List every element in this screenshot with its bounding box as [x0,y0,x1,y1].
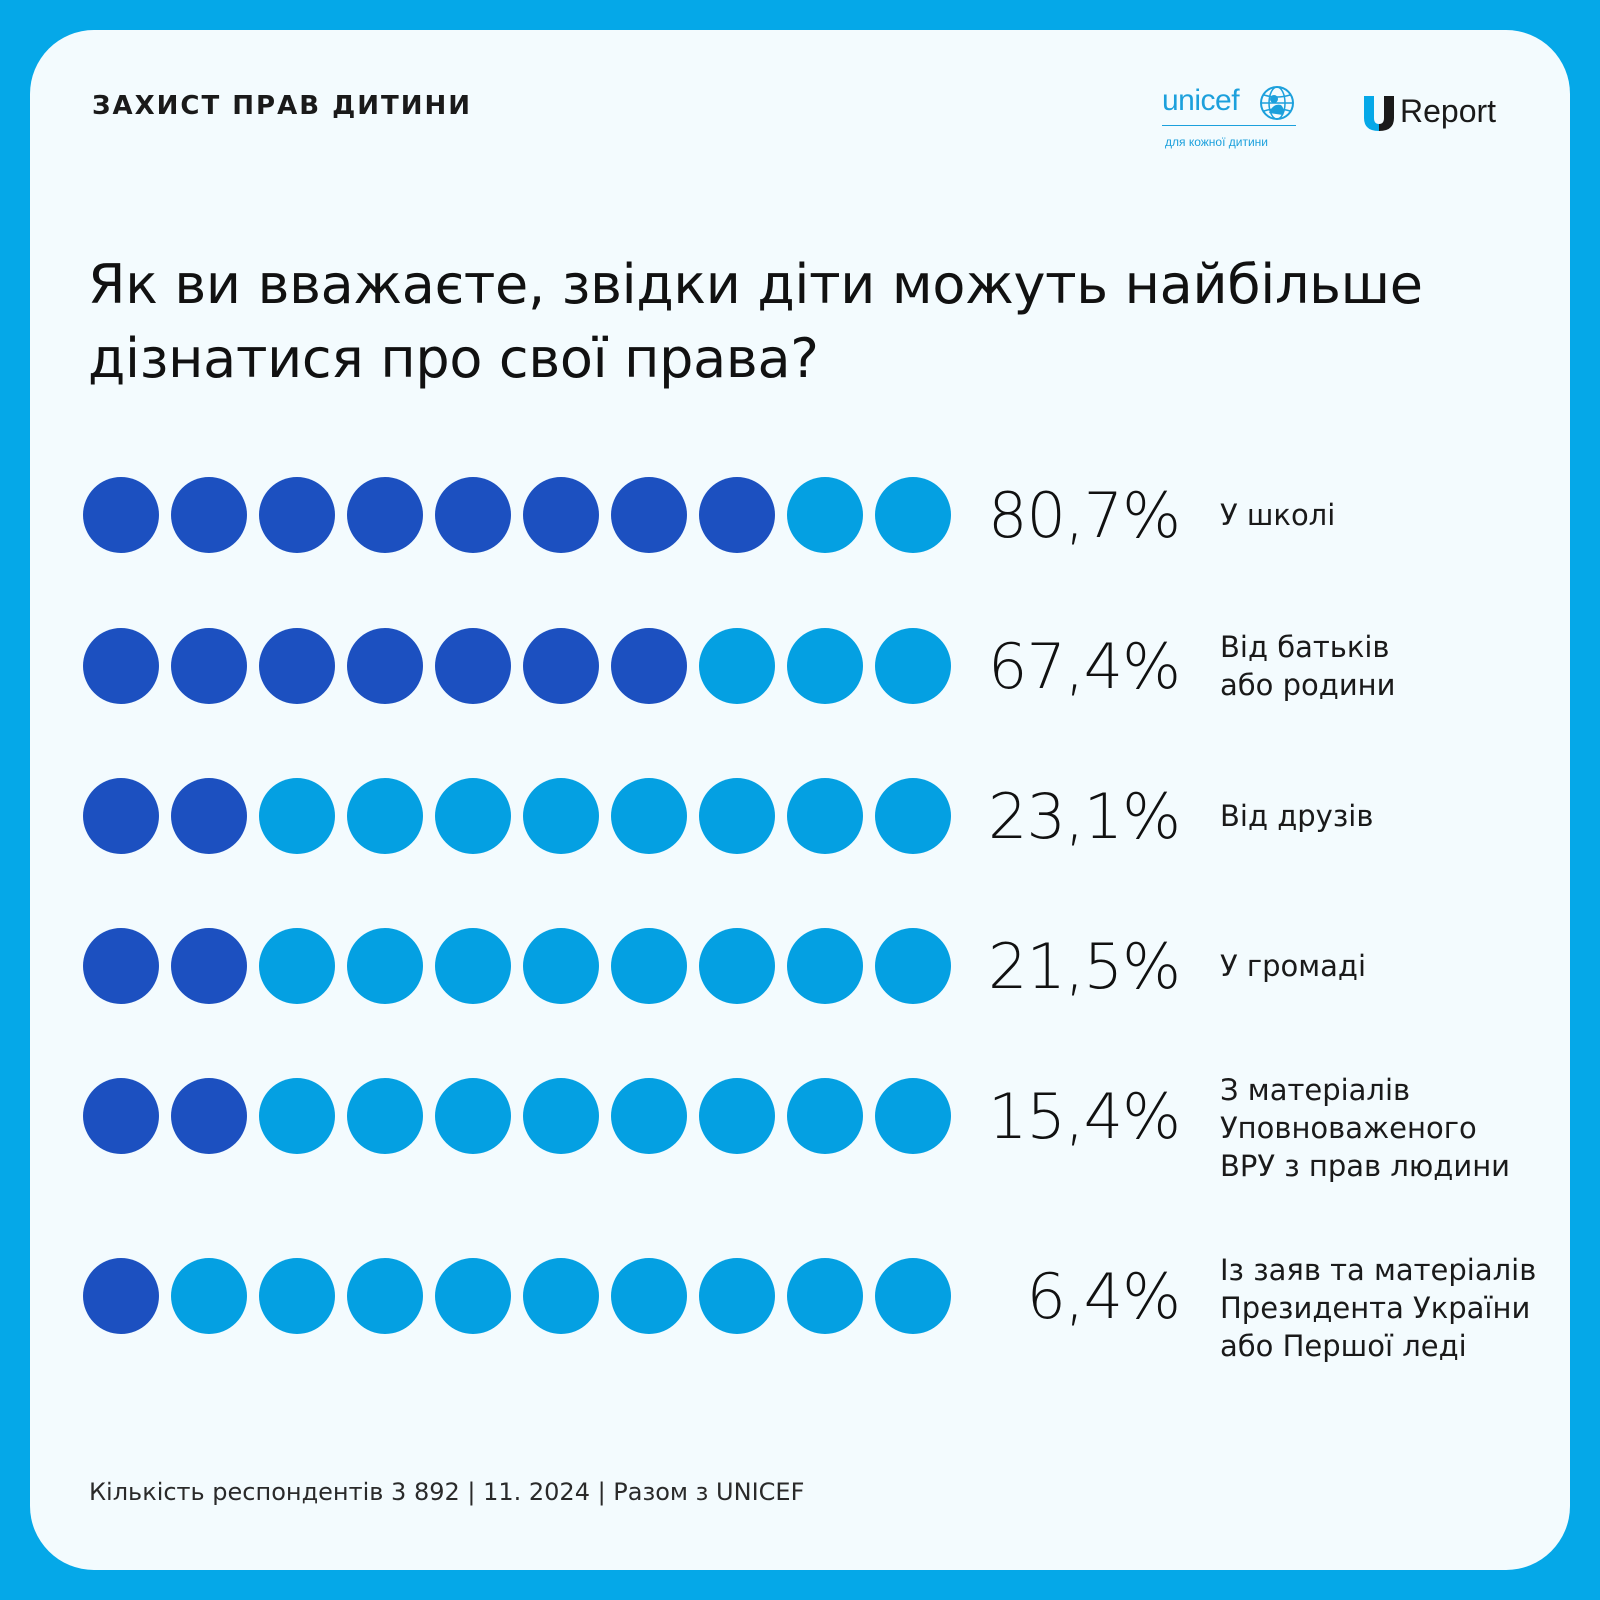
value-label: 6,4% [1026,1260,1180,1333]
dot-filled [171,1078,247,1154]
dot-empty [787,778,863,854]
title-line-1: Як ви вважаєте, звідки діти можуть найбі… [88,253,1423,316]
dot-empty [699,628,775,704]
dot-empty [787,1078,863,1154]
dot-empty [347,928,423,1004]
dot-filled [523,628,599,704]
category-label-line: Від батьків [1220,630,1390,664]
unicef-divider [1162,125,1296,126]
dot-filled [83,928,159,1004]
unicef-logo: unicef для кожної дитини [1162,84,1302,154]
dot-filled [347,628,423,704]
dot-empty [875,477,951,553]
category-label-line: Уповноваженого [1220,1111,1477,1145]
dot-empty [611,1258,687,1334]
dot-empty [523,1258,599,1334]
dot-empty [347,1078,423,1154]
dot-empty [171,1258,247,1334]
dot-empty [259,1258,335,1334]
question-title: Як ви вважаєте, звідки діти можуть найбі… [88,248,1508,396]
dot-empty [699,928,775,1004]
dot-empty [787,477,863,553]
dot-empty [435,1258,511,1334]
dot-empty [611,928,687,1004]
dot-empty [699,1258,775,1334]
ureport-wordmark: Report [1400,93,1497,129]
chart-row: 21,5% У громаді [83,928,1366,1004]
category-label: ЗАХИСТ ПРАВ ДИТИНИ [92,91,473,121]
unicef-emblem-icon [1260,86,1294,120]
dot-empty [787,628,863,704]
value-label: 15,4% [988,1080,1180,1153]
dot-empty [435,1078,511,1154]
unicef-wordmark: unicef [1162,84,1240,117]
dot-empty [875,778,951,854]
dot-filled [259,628,335,704]
category-label-line: або Першої леді [1220,1329,1467,1363]
dot-filled [83,628,159,704]
category-label-line: У школі [1220,498,1335,532]
dot-empty [787,928,863,1004]
dot-empty [699,778,775,854]
category-label-line: У громаді [1220,949,1366,983]
value-label: 21,5% [988,930,1180,1003]
dot-empty [523,1078,599,1154]
dot-filled [171,628,247,704]
value-label: 23,1% [988,780,1180,853]
dot-filled [347,477,423,553]
dot-empty [875,1258,951,1334]
chart-row: 80,7% У школі [83,477,1335,553]
dot-filled [259,477,335,553]
dot-filled [171,778,247,854]
category-label-line: Від друзів [1220,799,1373,833]
dot-empty [435,778,511,854]
category-label-line: або родини [1220,668,1395,702]
dot-empty [435,928,511,1004]
footer-note: Кількість респондентів 3 892 | 11. 2024 … [89,1478,805,1506]
dot-filled [611,628,687,704]
dot-empty [611,778,687,854]
chart-row: 6,4% Із заяв та матеріалів Президента Укра… [83,1253,1536,1363]
dot-filled [83,477,159,553]
dot-empty [259,778,335,854]
dot-filled [83,778,159,854]
dot-filled [83,1078,159,1154]
dot-filled [523,477,599,553]
dot-empty [347,1258,423,1334]
dot-filled [435,628,511,704]
ureport-u-icon [1364,96,1394,131]
dot-empty [875,628,951,704]
dot-empty [611,1078,687,1154]
chart-row: 67,4% Від батьків або родини [83,628,1395,704]
unicef-tagline: для кожної дитини [1165,135,1268,149]
dot-empty [523,778,599,854]
chart-row: 23,1% Від друзів [83,778,1373,854]
chart-row: 15,4% З матеріалів Уповноваженого ВРУ з пра… [83,1073,1510,1183]
dot-empty [875,928,951,1004]
category-label-line: Президента України [1220,1291,1530,1325]
dot-filled [611,477,687,553]
dot-filled [171,928,247,1004]
value-label: 80,7% [988,479,1180,552]
dot-filled [435,477,511,553]
dot-empty [259,1078,335,1154]
category-label-line: ВРУ з прав людини [1220,1149,1510,1183]
category-label-line: З матеріалів [1220,1073,1410,1107]
dot-empty [347,778,423,854]
title-line-2: дізнатися про свої права? [88,327,819,390]
category-label-line: Із заяв та матеріалів [1220,1253,1536,1287]
dot-empty [259,928,335,1004]
dot-filled [699,477,775,553]
dot-empty [699,1078,775,1154]
dot-empty [523,928,599,1004]
dot-empty [787,1258,863,1334]
value-label: 67,4% [988,630,1180,703]
dot-empty [875,1078,951,1154]
dot-filled [83,1258,159,1334]
dot-filled [171,477,247,553]
